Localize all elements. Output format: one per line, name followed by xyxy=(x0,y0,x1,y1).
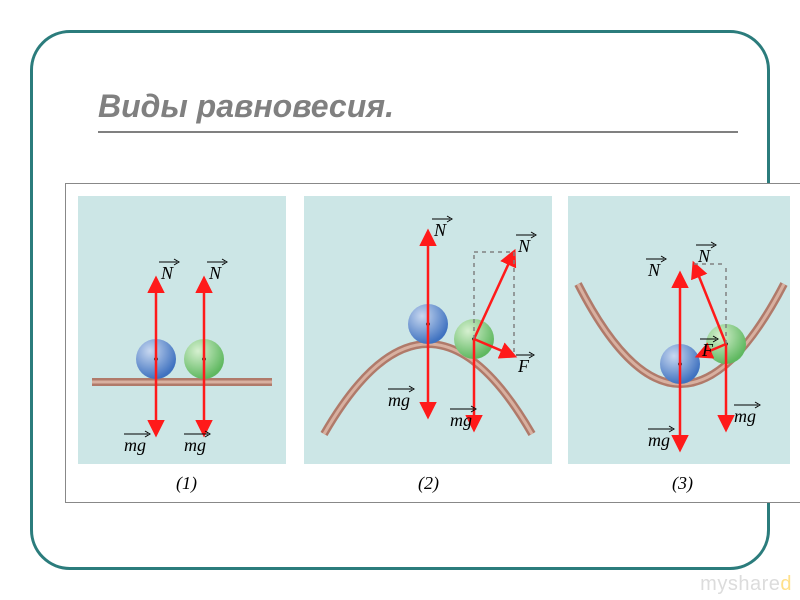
title-underline xyxy=(98,131,738,133)
label-N-blue-3: N xyxy=(647,260,661,280)
label-F-3: F xyxy=(701,340,714,360)
panel-bg-1 xyxy=(78,196,286,464)
title-block: Виды равновесия. xyxy=(98,88,738,141)
label-N-blue-1: N xyxy=(160,263,174,283)
physics-diagram: N N mg mg (1) xyxy=(65,183,800,503)
label-F-2: F xyxy=(517,356,530,376)
label-N-green-2: N xyxy=(517,236,531,256)
watermark: myshared xyxy=(700,573,792,596)
watermark-text: myshare xyxy=(700,573,780,595)
slide-title: Виды равновесия. xyxy=(98,88,738,125)
label-mg-blue-1: mg xyxy=(124,435,146,455)
label-N-blue-2: N xyxy=(433,220,447,240)
panel-3: N N mg mg F (3) xyxy=(568,196,790,494)
label-mg-green-3: mg xyxy=(734,406,756,426)
label-N-green-3: N xyxy=(697,246,711,266)
label-mg-green-2: mg xyxy=(450,410,472,430)
label-mg-blue-3: mg xyxy=(648,430,670,450)
panel-1: N N mg mg (1) xyxy=(78,196,286,494)
label-mg-green-1: mg xyxy=(184,435,206,455)
label-mg-blue-2: mg xyxy=(388,390,410,410)
panel-3-number: (3) xyxy=(672,473,693,494)
panel-2: N N mg mg F (2) xyxy=(304,196,552,494)
label-N-green-1: N xyxy=(208,263,222,283)
panel-2-number: (2) xyxy=(418,473,439,494)
watermark-accent: d xyxy=(780,573,792,595)
panel-1-number: (1) xyxy=(176,473,197,494)
slide-frame: Виды равновесия. xyxy=(30,30,770,570)
diagram-svg: N N mg mg (1) xyxy=(66,184,800,504)
